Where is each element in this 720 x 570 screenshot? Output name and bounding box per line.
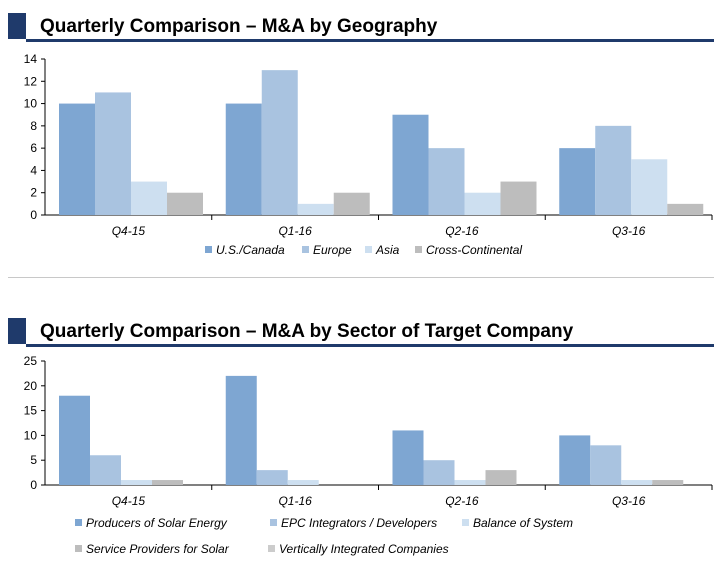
category-label: Q2-16 — [445, 494, 479, 508]
legend-swatch — [205, 246, 212, 253]
section-divider — [8, 277, 714, 278]
legend-swatch — [270, 519, 277, 526]
bar-u-s-canada-q1-16 — [225, 103, 262, 215]
bar-cross-continental-q1-16 — [333, 192, 370, 215]
category-label: Q4-15 — [112, 224, 146, 238]
bar-producers-of-solar-energy-q1-16 — [225, 375, 257, 485]
title-marker — [8, 318, 26, 344]
bar-epc-integrators-developers-q1-16 — [256, 470, 288, 485]
title-underline — [26, 39, 714, 42]
y-tick-label: 0 — [30, 208, 37, 222]
legend-label: U.S./Canada — [216, 243, 285, 257]
legend-swatch — [75, 545, 82, 552]
bar-balance-of-system-q3-16 — [621, 480, 653, 485]
legend-swatch — [462, 519, 469, 526]
y-tick-label: 25 — [24, 354, 38, 368]
category-label: Q1-16 — [278, 224, 312, 238]
bar-service-providers-for-solar-q3-16 — [652, 480, 684, 485]
y-tick-label: 14 — [24, 52, 38, 66]
bar-producers-of-solar-energy-q3-16 — [559, 435, 591, 485]
category-label: Q4-15 — [112, 494, 146, 508]
legend-label: Europe — [313, 243, 352, 257]
bar-cross-continental-q2-16 — [500, 181, 537, 215]
y-tick-label: 6 — [30, 141, 37, 155]
bar-europe-q4-15 — [95, 92, 131, 215]
y-tick-label: 0 — [30, 478, 37, 492]
bar-producers-of-solar-energy-q4-15 — [59, 395, 90, 485]
bar-europe-q1-16 — [261, 70, 298, 216]
bar-producers-of-solar-energy-q2-16 — [392, 430, 424, 485]
legend-label: Vertically Integrated Companies — [279, 542, 449, 556]
category-label: Q3-16 — [612, 224, 646, 238]
legend-swatch — [415, 246, 422, 253]
bar-europe-q3-16 — [595, 125, 632, 215]
legend-label: Cross-Continental — [426, 243, 522, 257]
bar-u-s-canada-q4-15 — [59, 103, 95, 215]
legend-label: Producers of Solar Energy — [86, 516, 228, 530]
legend-swatch — [75, 519, 82, 526]
bar-u-s-canada-q3-16 — [559, 148, 596, 215]
bar-asia-q1-16 — [297, 203, 334, 215]
y-tick-label: 5 — [30, 453, 37, 467]
legend-swatch — [302, 246, 309, 253]
category-label: Q2-16 — [445, 224, 479, 238]
y-tick-label: 8 — [30, 119, 37, 133]
bar-europe-q2-16 — [428, 148, 465, 215]
legend-swatch — [365, 246, 372, 253]
sector-header: Quarterly Comparison – M&A by Sector of … — [8, 318, 714, 347]
bar-asia-q2-16 — [464, 192, 501, 215]
bar-cross-continental-q3-16 — [667, 203, 704, 215]
geography-header: Quarterly Comparison – M&A by Geography — [8, 13, 714, 42]
legend-label: EPC Integrators / Developers — [281, 516, 437, 530]
bar-epc-integrators-developers-q4-15 — [90, 455, 121, 485]
bar-asia-q3-16 — [631, 159, 668, 215]
bar-asia-q4-15 — [131, 181, 167, 215]
bar-balance-of-system-q1-16 — [287, 480, 319, 485]
bar-service-providers-for-solar-q2-16 — [485, 470, 517, 485]
category-label: Q3-16 — [612, 494, 646, 508]
category-label: Q1-16 — [278, 494, 312, 508]
sector-panel: Quarterly Comparison – M&A by Sector of … — [0, 318, 720, 568]
title-marker — [8, 13, 26, 39]
bar-balance-of-system-q4-15 — [121, 480, 152, 485]
bar-balance-of-system-q2-16 — [454, 480, 486, 485]
y-tick-label: 10 — [24, 428, 38, 442]
y-tick-label: 20 — [24, 379, 38, 393]
y-tick-label: 15 — [24, 404, 38, 418]
y-tick-label: 4 — [30, 163, 37, 177]
sector-chart-title: Quarterly Comparison – M&A by Sector of … — [40, 321, 574, 342]
bar-service-providers-for-solar-q4-15 — [152, 480, 183, 485]
bar-epc-integrators-developers-q3-16 — [590, 445, 622, 485]
geography-chart-title: Quarterly Comparison – M&A by Geography — [40, 16, 438, 37]
bar-u-s-canada-q2-16 — [392, 114, 429, 215]
title-underline — [26, 344, 714, 347]
y-tick-label: 12 — [24, 74, 38, 88]
bar-cross-continental-q4-15 — [167, 192, 203, 215]
geography-panel: Quarterly Comparison – M&A by Geography — [0, 13, 720, 278]
legend-label: Service Providers for Solar — [86, 542, 230, 556]
y-tick-label: 2 — [30, 186, 37, 200]
legend-label: Asia — [375, 243, 400, 257]
bar-epc-integrators-developers-q2-16 — [423, 460, 455, 485]
legend-label: Balance of System — [473, 516, 573, 530]
y-tick-label: 10 — [24, 97, 38, 111]
legend-swatch — [268, 545, 275, 552]
